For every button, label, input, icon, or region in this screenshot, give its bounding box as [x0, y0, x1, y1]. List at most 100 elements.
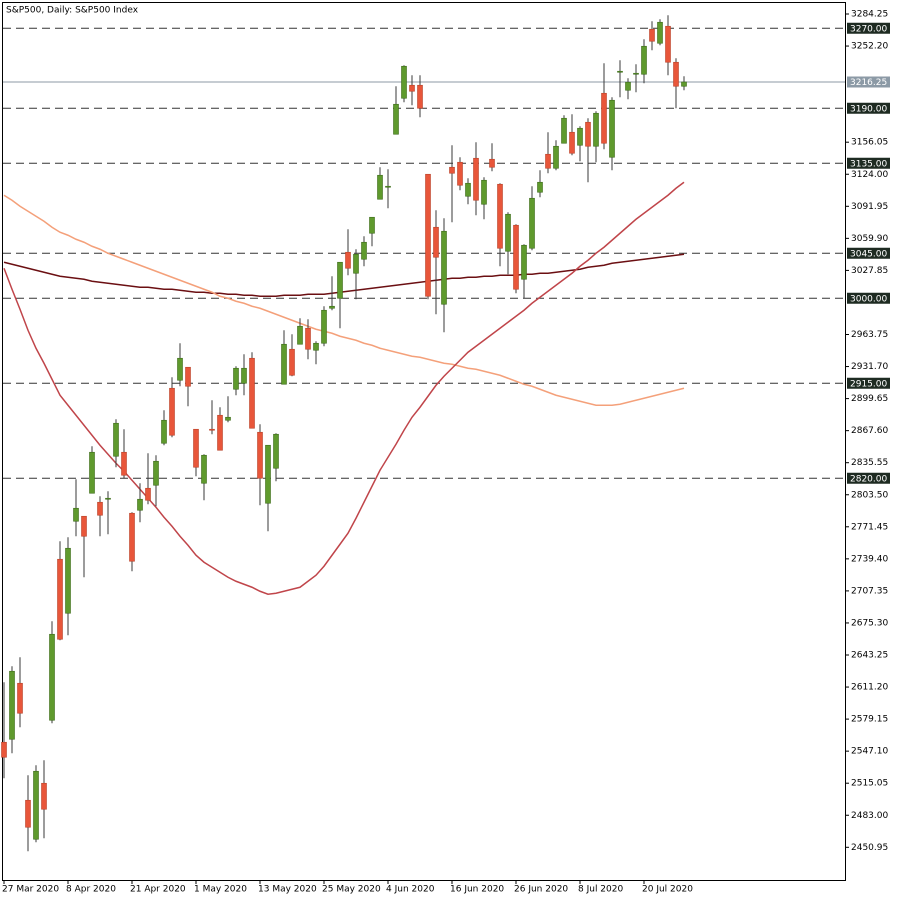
candle-body	[593, 112, 599, 147]
candle-body	[641, 45, 647, 75]
candle-body	[337, 261, 343, 299]
candle-body	[297, 325, 303, 345]
candle-body	[681, 81, 687, 87]
candle-body	[449, 166, 455, 174]
candle-body	[241, 367, 247, 384]
candle-body	[201, 454, 207, 484]
candle-body	[457, 161, 463, 186]
candle-body	[209, 428, 215, 431]
candle-body	[433, 226, 439, 258]
x-tick-label: 1 May 2020	[194, 885, 247, 895]
x-tick-label: 8 Apr 2020	[66, 885, 116, 895]
candle-body	[321, 309, 327, 344]
candle-body	[617, 70, 623, 73]
moving-average-line	[3, 181, 685, 596]
plot-frame	[2, 2, 846, 881]
y-tick-label: 3027.85	[851, 266, 888, 276]
y-tick-label: 3124.00	[851, 170, 888, 180]
candle-body	[185, 366, 191, 387]
candle-body	[513, 224, 519, 290]
candle-body	[313, 342, 319, 351]
candle-body	[489, 158, 495, 168]
y-tick-label: 2707.35	[851, 586, 888, 596]
y-tick-label: 2963.75	[851, 330, 888, 340]
candle-body	[529, 197, 535, 249]
y-tick-label: 3252.20	[851, 42, 888, 52]
x-tick-label: 8 Jul 2020	[578, 885, 623, 895]
candle-body	[665, 25, 671, 63]
candle-body	[569, 131, 575, 154]
x-tick-label: 13 May 2020	[258, 885, 317, 895]
level-label: 2915.00	[850, 379, 887, 389]
candle-body	[121, 451, 127, 476]
y-tick-label: 2899.65	[851, 394, 888, 404]
candle-body	[553, 145, 559, 169]
candle-body	[233, 367, 239, 390]
candle-body	[225, 416, 231, 421]
y-tick-label: 3059.90	[851, 234, 888, 244]
candle-body	[9, 670, 15, 740]
level-label-box	[847, 22, 890, 34]
level-label: 2820.00	[850, 474, 887, 484]
y-tick-label: 2515.05	[851, 779, 888, 789]
candle-body	[505, 213, 511, 252]
candle-body	[377, 174, 383, 200]
candle-body	[577, 127, 583, 146]
candle-body	[393, 103, 399, 135]
current-price-box	[847, 76, 890, 88]
level-label: 3135.00	[850, 159, 887, 169]
candle-body	[369, 216, 375, 234]
candle-body	[249, 357, 255, 429]
candle-body	[537, 181, 543, 193]
candle-body	[473, 157, 479, 201]
candle-body	[137, 498, 143, 511]
candle-body	[649, 28, 655, 42]
candle-body	[105, 497, 111, 500]
y-tick-label: 2611.20	[851, 683, 888, 693]
candle-body	[81, 515, 87, 537]
candle-body	[441, 230, 447, 305]
candle-body	[145, 487, 151, 501]
candle-body	[169, 387, 175, 436]
y-tick-label: 2867.60	[851, 426, 888, 436]
candle-body	[73, 507, 79, 522]
candle-body	[465, 182, 471, 197]
candle-body	[545, 153, 551, 169]
candle-body	[561, 117, 567, 144]
candle-body	[409, 84, 415, 92]
y-tick-label: 2803.50	[851, 490, 888, 500]
y-tick-label: 2739.40	[851, 554, 888, 564]
level-label-box	[847, 472, 890, 484]
y-tick-label: 2483.00	[851, 811, 888, 821]
y-tick-label: 2675.30	[851, 618, 888, 628]
x-tick-label: 27 Mar 2020	[2, 885, 59, 895]
x-tick-label: 16 Jun 2020	[450, 885, 504, 895]
candle-body	[481, 179, 487, 205]
candle-body	[385, 185, 391, 188]
candle-body	[65, 547, 71, 614]
candle-body	[673, 61, 679, 87]
level-label: 3000.00	[850, 294, 887, 304]
chart-title: S&P500, Daily: S&P500 Index	[6, 6, 139, 16]
y-tick-label: 2547.10	[851, 747, 888, 757]
candle-body	[345, 251, 351, 269]
level-label-box	[847, 292, 890, 304]
candle-body	[497, 183, 503, 249]
candle-body	[601, 92, 607, 144]
candle-body	[289, 348, 295, 376]
y-tick-label: 2450.95	[851, 843, 888, 853]
moving-average-line	[3, 194, 685, 406]
candle-body	[625, 81, 631, 91]
level-label-box	[847, 377, 890, 389]
level-label: 3190.00	[850, 104, 887, 114]
candle-body	[281, 343, 287, 385]
candle-body	[25, 799, 31, 828]
x-tick-label: 4 Jun 2020	[386, 885, 435, 895]
candle-body	[257, 431, 263, 479]
y-tick-label: 2643.25	[851, 651, 888, 661]
candle-body	[657, 21, 663, 44]
candle-body	[609, 99, 615, 158]
candle-body	[193, 428, 199, 468]
